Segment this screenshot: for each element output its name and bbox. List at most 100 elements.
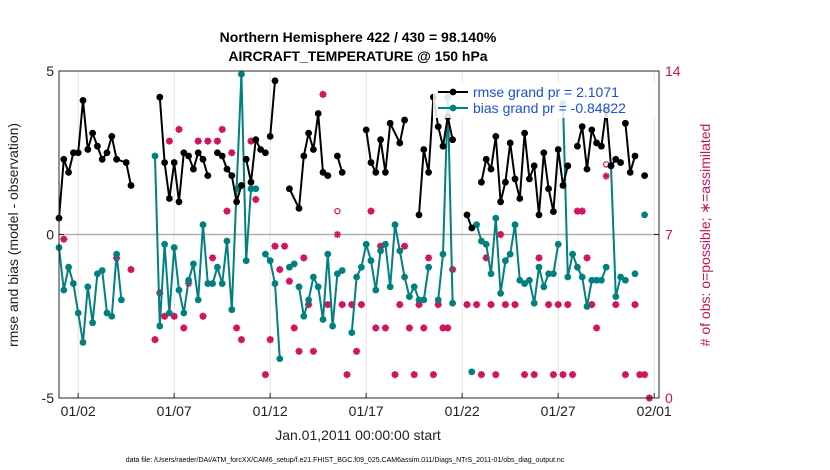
bias-point-0-1: [60, 286, 68, 294]
bias-point-1-12: [209, 280, 217, 287]
rmse-point-1-4: [175, 198, 183, 206]
obs-assimilated-marker-50: [410, 371, 418, 379]
rmse-point-0-6: [84, 146, 92, 153]
bias-point-5-2: [358, 263, 365, 271]
bias-point-1-21: [252, 185, 260, 193]
obs-assimilated-marker-43: [372, 324, 380, 332]
rmse-point-0-13: [122, 159, 130, 166]
bias-point-0-9: [98, 267, 106, 274]
rmse-point-10-2: [487, 165, 495, 173]
rmse-point-7-5: [386, 119, 394, 127]
bias-point-0-7: [89, 319, 96, 327]
x-tick-label-6: 02/01: [637, 403, 672, 419]
bias-line-segment-1: [154, 74, 256, 327]
bias-point-8-2: [482, 240, 490, 248]
bias-point-0-3: [70, 280, 77, 287]
rmse-point-0-4: [74, 149, 82, 157]
bias-point-0-2: [65, 263, 72, 271]
bias-point-1-6: [180, 309, 188, 317]
rmse-point-7-4: [382, 168, 389, 176]
bias-point-1-14: [218, 280, 226, 287]
obs-assimilated-marker-6: [165, 137, 173, 145]
obs-assimilated-marker-80: [588, 301, 596, 309]
bias-point-4-1: [300, 312, 308, 320]
obs-assimilated-marker-48: [401, 242, 409, 250]
obs-assimilated-marker-24: [266, 336, 274, 344]
rmse-point-3-3: [257, 146, 264, 153]
rmse-point-0-5: [79, 97, 87, 104]
bias-point-12-0: [641, 211, 648, 219]
bias-point-10-1: [612, 293, 620, 301]
rmse-point-2-5: [238, 182, 245, 189]
rmse-point-5-4: [310, 146, 317, 153]
rmse-point-10-0: [478, 178, 485, 186]
obs-assimilated-marker-41: [357, 301, 365, 309]
obs-assimilated-marker-32: [305, 301, 313, 309]
rmse-point-1-5: [180, 149, 188, 157]
bias-point-6-3: [449, 299, 456, 307]
bias-point-4-4: [314, 283, 322, 291]
rmse-point-1-3: [170, 159, 178, 166]
obs-assimilated-marker-82: [602, 172, 610, 180]
obs-assimilated-marker-81: [593, 324, 601, 332]
rmse-point-1-2: [166, 195, 173, 202]
obs-assimilated-marker-40: [353, 347, 361, 355]
obs-assimilated-marker-20: [237, 336, 245, 344]
rmse-point-2-2: [223, 165, 231, 173]
bias-point-11-0: [631, 270, 639, 278]
y-tick-label-1: 0: [46, 227, 54, 243]
bias-point-1-19: [242, 257, 250, 265]
y-right-tick-label-0: 0: [665, 390, 673, 406]
x-axis-ticks: 01/02 01/07 01/12 01/17 01/22 01/27 02/01: [61, 393, 672, 419]
y-tick-label-2: 5: [46, 63, 54, 79]
obs-assimilated-marker-2: [127, 265, 135, 274]
bias-point-8-6: [502, 257, 509, 265]
rmse-point-0-9: [98, 155, 106, 163]
bias-point-4-8: [334, 270, 341, 278]
bias-point-8-14: [540, 283, 548, 291]
obs-assimilated-marker-34: [319, 90, 327, 98]
bias-point-4-2: [305, 296, 312, 304]
obs-assimilated-marker-18: [228, 149, 236, 157]
bias-point-9-8: [598, 276, 605, 284]
obs-assimilated-marker-67: [511, 301, 519, 309]
rmse-point-12-1: [626, 168, 634, 176]
bias-point-8-4: [492, 214, 500, 222]
obs-assimilated-marker-38: [343, 371, 351, 379]
bias-point-1-4: [170, 244, 178, 251]
y-axis-right-ticks: 0 7 14: [654, 63, 681, 406]
x-axis-label: Jan.01,2011 00:00:00 start: [275, 427, 441, 443]
rmse-point-10-18: [564, 162, 572, 170]
plot-area: [55, 70, 660, 402]
rmse-point-6-1: [338, 168, 346, 176]
bias-point-1-20: [247, 185, 255, 193]
rmse-point-0-3: [70, 149, 77, 157]
obs-assimilated-marker-13: [204, 137, 212, 145]
bias-point-8-7: [506, 250, 514, 258]
x-tick-label-1: 01/07: [157, 403, 192, 419]
rmse-point-0-12: [113, 155, 120, 163]
obs-assimilated-marker-56: [439, 324, 447, 332]
obs-assimilated-marker-19: [233, 324, 241, 332]
rmse-point-2-0: [214, 149, 221, 157]
obs-assimilated-marker-42: [367, 207, 375, 215]
obs-assimilated-marker-9: [180, 324, 188, 332]
bias-point-5-11: [401, 273, 408, 281]
obs-assimilated-marker-87: [641, 371, 649, 379]
rmse-point-8-7: [449, 136, 456, 144]
rmse-point-7-6: [396, 139, 404, 147]
obs-assimilated-marker-61: [477, 371, 485, 379]
obs-assimilated-marker-79: [583, 254, 591, 262]
rmse-line-segment-5: [288, 113, 329, 212]
bias-point-5-9: [391, 221, 399, 229]
legend: rmse grand pr = 2.1071 bias grand pr = -…: [433, 82, 655, 118]
bias-line-segment-4: [298, 254, 343, 327]
rmse-point-5-0: [286, 185, 293, 193]
bias-point-10-3: [622, 276, 629, 284]
rmse-point-10-14: [545, 185, 552, 193]
rmse-point-10-16: [554, 146, 562, 153]
rmse-point-1-9: [199, 155, 207, 163]
y-right-tick-label-2: 14: [665, 63, 681, 79]
bias-point-5-0: [348, 329, 356, 336]
